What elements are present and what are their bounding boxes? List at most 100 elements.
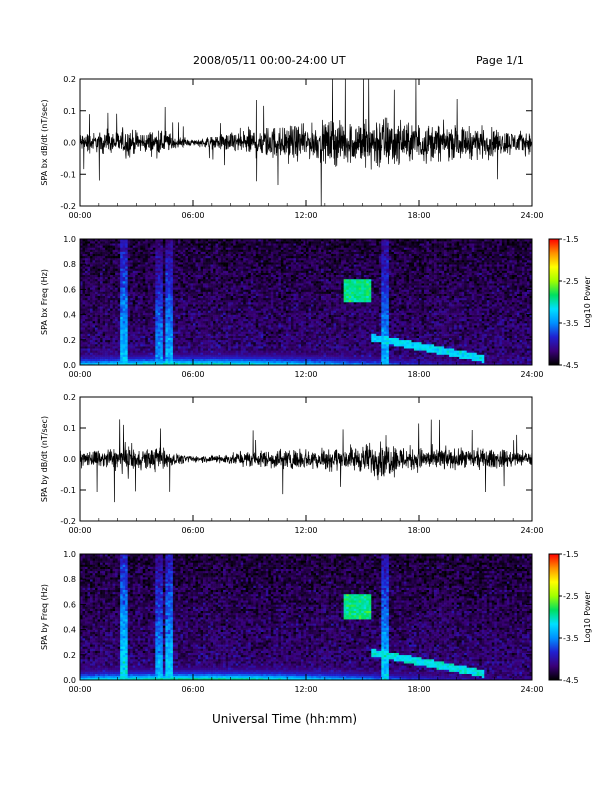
heatmap-cell xyxy=(248,296,251,298)
heatmap-cell xyxy=(153,357,156,359)
heatmap-cell xyxy=(175,277,178,279)
heatmap-cell xyxy=(251,329,254,331)
heatmap-cell xyxy=(273,304,276,306)
heatmap-cell xyxy=(173,296,176,298)
heatmap-cell xyxy=(145,327,148,329)
heatmap-cell xyxy=(168,273,171,275)
heatmap-cell xyxy=(95,323,98,325)
heatmap-cell xyxy=(253,294,256,296)
heatmap-cell xyxy=(286,342,289,344)
heatmap-cell xyxy=(135,308,138,310)
heatmap-cell xyxy=(123,350,126,352)
heatmap-cell xyxy=(115,323,118,325)
heatmap-cell xyxy=(123,281,126,283)
heatmap-cell xyxy=(233,352,236,354)
heatmap-cell xyxy=(253,298,256,300)
heatmap-cell xyxy=(198,359,201,361)
heatmap-cell xyxy=(158,323,161,325)
heatmap-cell xyxy=(105,350,108,352)
heatmap-cell xyxy=(231,268,234,270)
heatmap-cell xyxy=(143,260,146,262)
heatmap-cell xyxy=(273,266,276,268)
heatmap-cell xyxy=(160,323,163,325)
heatmap-cell xyxy=(193,304,196,306)
heatmap-cell xyxy=(243,344,246,346)
heatmap-cell xyxy=(218,298,221,300)
heatmap-cell xyxy=(206,279,209,281)
heatmap-cell xyxy=(261,258,264,260)
heatmap-cell xyxy=(221,329,224,331)
heatmap-cell xyxy=(241,247,244,249)
heatmap-cell xyxy=(138,329,141,331)
heatmap-cell xyxy=(238,262,241,264)
heatmap-cell xyxy=(263,340,266,342)
heatmap-cell xyxy=(125,334,128,336)
heatmap-cell xyxy=(125,331,128,333)
heatmap-cell xyxy=(196,357,199,359)
heatmap-cell xyxy=(206,287,209,289)
heatmap-cell xyxy=(83,247,86,249)
heatmap-cell xyxy=(193,346,196,348)
heatmap-cell xyxy=(135,252,138,254)
heatmap-cell xyxy=(271,300,274,302)
heatmap-cell xyxy=(241,241,244,243)
heatmap-cell xyxy=(256,275,259,277)
heatmap-cell xyxy=(150,348,153,350)
heatmap-cell xyxy=(108,281,111,283)
heatmap-cell xyxy=(203,260,206,262)
heatmap-cell xyxy=(183,247,186,249)
heatmap-cell xyxy=(226,317,229,319)
heatmap-cell xyxy=(256,247,259,249)
heatmap-cell xyxy=(268,323,271,325)
heatmap-cell xyxy=(261,310,264,312)
heatmap-cell xyxy=(120,346,123,348)
heatmap-cell xyxy=(211,260,214,262)
heatmap-cell xyxy=(90,325,93,327)
heatmap-cell xyxy=(123,275,126,277)
heatmap-cell xyxy=(180,329,183,331)
heatmap-cell xyxy=(258,357,261,359)
heatmap-cell xyxy=(256,262,259,264)
heatmap-cell xyxy=(243,298,246,300)
heatmap-cell xyxy=(130,350,133,352)
heatmap-cell xyxy=(251,258,254,260)
heatmap-cell xyxy=(158,268,161,270)
heatmap-cell xyxy=(113,304,116,306)
heatmap-cell xyxy=(123,327,126,329)
heatmap-cell xyxy=(105,243,108,245)
heatmap-cell xyxy=(238,300,241,302)
heatmap-cell xyxy=(193,350,196,352)
heatmap-cell xyxy=(148,346,151,348)
heatmap-cell xyxy=(188,340,191,342)
heatmap-cell xyxy=(243,348,246,350)
heatmap-cell xyxy=(183,250,186,252)
heatmap-cell xyxy=(226,292,229,294)
heatmap-cell xyxy=(276,306,279,308)
heatmap-cell xyxy=(253,281,256,283)
heatmap-cell xyxy=(140,315,143,317)
heatmap-cell xyxy=(90,285,93,287)
heatmap-cell xyxy=(110,340,113,342)
heatmap-cell xyxy=(266,245,269,247)
heatmap-cell xyxy=(115,256,118,258)
heatmap-cell xyxy=(120,340,123,342)
heatmap-cell xyxy=(88,298,91,300)
heatmap-cell xyxy=(130,319,133,321)
heatmap-cell xyxy=(216,306,219,308)
heatmap-cell xyxy=(175,298,178,300)
heatmap-cell xyxy=(160,275,163,277)
heatmap-cell xyxy=(261,256,264,258)
heatmap-cell xyxy=(266,359,269,361)
heatmap-cell xyxy=(108,352,111,354)
heatmap-cell xyxy=(233,313,236,315)
heatmap-cell xyxy=(188,319,191,321)
heatmap-cell xyxy=(258,302,261,304)
heatmap-cell xyxy=(183,357,186,359)
heatmap-cell xyxy=(148,313,151,315)
heatmap-cell xyxy=(188,342,191,344)
heatmap-cell xyxy=(95,334,98,336)
heatmap-cell xyxy=(206,304,209,306)
heatmap-cell xyxy=(88,348,91,350)
heatmap-cell xyxy=(138,298,141,300)
heatmap-cell xyxy=(123,357,126,359)
